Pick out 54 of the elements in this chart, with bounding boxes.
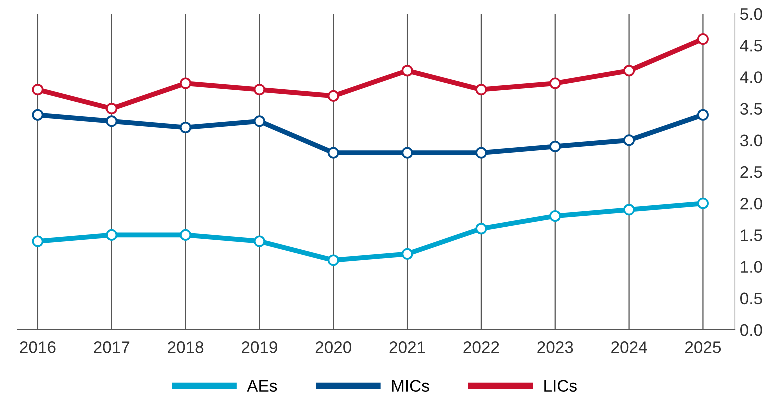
x-tick-label: 2018 [168,342,204,354]
x-tick-label: 2020 [316,342,352,354]
y-tick-label: 4.5 [740,40,762,52]
point [180,78,192,90]
point [476,147,488,159]
point [624,204,636,216]
y-tick-label: 0.0 [740,324,762,336]
point [476,84,488,96]
x-tick-label: 2021 [390,342,426,354]
point [32,84,44,96]
point [180,229,192,241]
x-tick-label: 2016 [20,342,56,354]
point [32,109,44,121]
y-tick-label: 5.0 [740,8,762,20]
y-tick-label: 2.5 [740,166,762,178]
legend-label: LICs [544,380,577,392]
point [550,210,562,222]
point [254,116,266,128]
x-tick-label: 2025 [686,342,722,354]
y-tick-label: 1.5 [741,230,762,242]
y-tick-label: 0.5 [740,292,762,305]
point [402,147,414,159]
x-tick-label: 2017 [94,342,130,354]
point [402,65,414,77]
point [697,109,709,121]
point [476,223,488,235]
y-tick-label: 3.5 [740,103,762,116]
y-tick-label: 2.0 [740,198,762,210]
point [106,103,118,115]
point [106,229,118,241]
point [328,90,340,102]
x-tick-label: 2024 [612,342,648,354]
point [328,254,340,266]
point [624,134,636,146]
y-tick-label: 1.0 [741,261,762,274]
point [402,248,414,260]
point [106,116,118,128]
point [624,65,636,77]
point [697,34,709,46]
legend-label: MICs [392,380,430,392]
point [328,147,340,159]
point [180,122,192,134]
point [550,78,562,90]
point [550,140,562,152]
point [697,198,709,210]
y-tick-label: 4.0 [740,72,762,84]
point [254,84,266,96]
y-tick-label: 3.0 [740,134,762,147]
point [32,236,44,248]
legend-label: AEs [247,380,278,392]
point [254,236,266,248]
x-tick-label: 2022 [464,342,500,354]
x-tick-label: 2019 [242,342,278,354]
x-tick-label: 2023 [538,342,574,354]
